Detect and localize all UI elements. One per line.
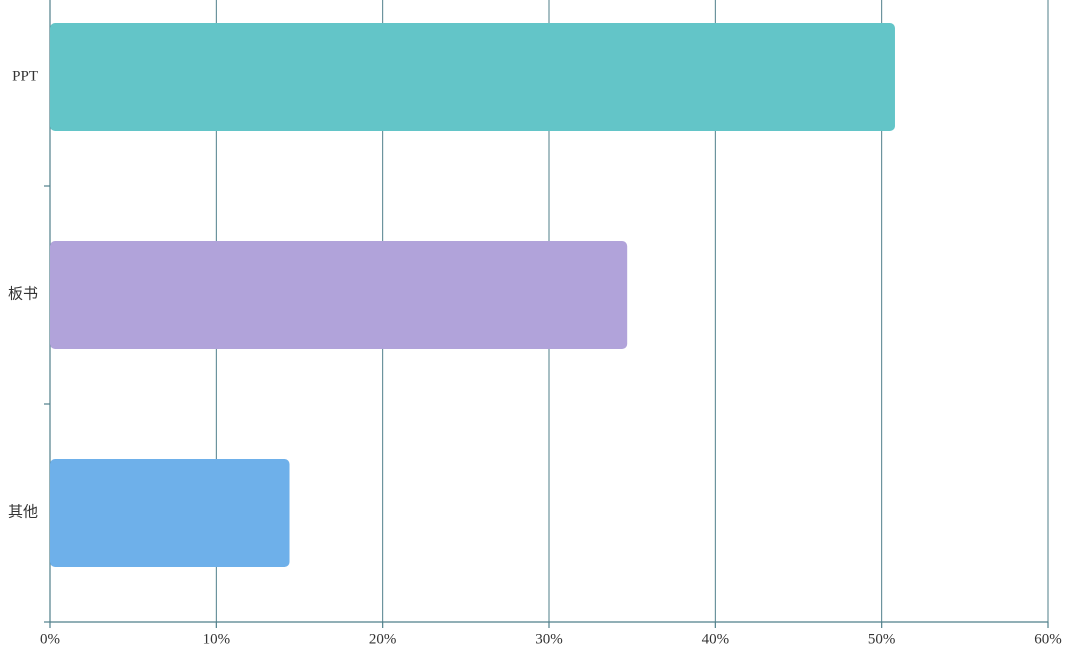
y-tick-label: PPT xyxy=(12,68,38,84)
bar xyxy=(50,459,290,567)
x-tick-label: 30% xyxy=(535,631,563,647)
x-tick-label: 10% xyxy=(203,631,231,647)
bar xyxy=(50,241,628,349)
y-tick-label: 其他 xyxy=(8,503,38,520)
x-tick-label: 50% xyxy=(868,631,896,647)
y-tick-label: 板书 xyxy=(8,284,38,302)
x-tick-label: 20% xyxy=(369,631,397,647)
x-tick-label: 0% xyxy=(40,631,60,647)
bar xyxy=(50,23,895,131)
x-tick-label: 60% xyxy=(1034,631,1062,647)
x-tick-label: 40% xyxy=(702,631,730,647)
